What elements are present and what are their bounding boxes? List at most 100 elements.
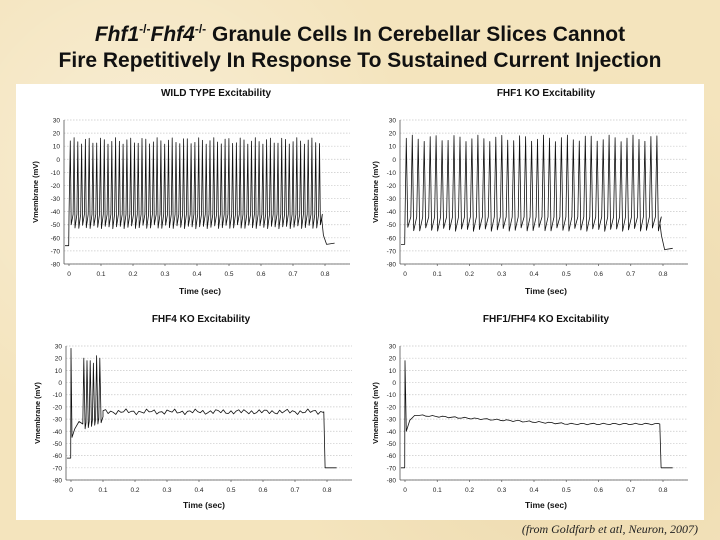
x-tick-label: 0.4 <box>194 487 203 494</box>
y-axis-label: Vmembrane (mV) <box>31 161 40 223</box>
y-tick-label: -60 <box>51 235 61 242</box>
figure-svg: WILD TYPE Excitability 30 20 10 0 -10 -20 -30 -4… <box>31 88 688 510</box>
y-tick-label: -50 <box>387 222 397 229</box>
x-tick-label: 0.2 <box>128 271 137 278</box>
x-tick-label: 0.5 <box>562 487 571 494</box>
y-axis-label: Vmembrane (mV) <box>371 382 380 444</box>
y-tick-label: 10 <box>389 368 397 375</box>
x-tick-label: 0.3 <box>160 271 169 278</box>
y-tick-label: -70 <box>387 465 397 472</box>
x-tick-label: 0.8 <box>322 487 331 494</box>
voltage-trace <box>65 137 335 247</box>
y-axis-label: Vmembrane (mV) <box>371 161 380 223</box>
x-axis-label: Time (sec) <box>183 500 225 510</box>
chart-title: FHF4 KO Excitability <box>152 314 251 325</box>
y-tick-label: 30 <box>55 344 63 351</box>
x-tick-label: 0.1 <box>433 271 442 278</box>
y-tick-label: -40 <box>387 209 397 216</box>
y-tick-label: 10 <box>389 144 397 151</box>
gene-fhf4: Fhf4 <box>150 23 195 46</box>
y-tick-label: -20 <box>387 404 397 411</box>
voltage-trace <box>401 360 673 469</box>
y-tick-label: -70 <box>387 248 397 255</box>
voltage-trace <box>67 348 337 469</box>
x-tick-label: 0.7 <box>288 271 297 278</box>
x-tick-label: 0.3 <box>162 487 171 494</box>
x-tick-label: 0.8 <box>658 271 667 278</box>
y-tick-label: -80 <box>53 478 63 485</box>
y-tick-label: -50 <box>387 441 397 448</box>
x-tick-label: 0.4 <box>192 271 201 278</box>
slide-title: Fhf1-/-Fhf4-/- Granule Cells In Cerebell… <box>0 16 720 74</box>
x-tick-label: 0.2 <box>465 487 474 494</box>
y-tick-label: -40 <box>53 429 63 436</box>
x-tick-label: 0 <box>69 487 73 494</box>
x-tick-label: 0.5 <box>226 487 235 494</box>
x-tick-label: 0.1 <box>96 271 105 278</box>
chart-4: FHF1/FHF4 KO Excitability 30 20 10 0 -10 -20 -3… <box>371 314 688 510</box>
citation: (from Goldfarb et atl, Neuron, 2007) <box>521 522 698 536</box>
y-tick-label: 0 <box>58 380 62 387</box>
x-axis-label: Time (sec) <box>525 286 567 296</box>
y-tick-label: -70 <box>53 465 63 472</box>
figure-panel: WILD TYPE Excitability 30 20 10 0 -10 -20 -30 -4… <box>16 84 704 520</box>
x-tick-label: 0 <box>403 487 407 494</box>
x-tick-label: 0.8 <box>320 271 329 278</box>
x-tick-label: 0.2 <box>465 271 474 278</box>
y-tick-label: 20 <box>55 356 63 363</box>
y-tick-label: 20 <box>53 131 61 138</box>
x-tick-label: 0.4 <box>529 487 538 494</box>
title-line-1-rest: Granule Cells In Cerebellar Slices Canno… <box>206 23 626 46</box>
x-tick-label: 0.7 <box>626 271 635 278</box>
y-tick-label: -10 <box>387 170 397 177</box>
y-tick-label: 20 <box>389 356 397 363</box>
y-tick-label: -60 <box>387 453 397 460</box>
y-tick-label: -20 <box>387 183 397 190</box>
chart-2: FHF1 KO Excitability 30 20 10 0 -10 -20 -30 -40 -… <box>371 88 688 296</box>
y-tick-label: -20 <box>53 404 63 411</box>
y-tick-label: -10 <box>53 392 63 399</box>
title-line-1: Fhf1-/-Fhf4-/- Granule Cells In Cerebell… <box>0 16 720 48</box>
y-tick-label: 20 <box>389 131 397 138</box>
x-tick-label: 0.7 <box>290 487 299 494</box>
y-tick-label: 10 <box>55 368 63 375</box>
y-axis-label: Vmembrane (mV) <box>33 382 42 444</box>
y-tick-label: 30 <box>389 344 397 351</box>
y-tick-label: -30 <box>387 417 397 424</box>
chart-title: FHF1/FHF4 KO Excitability <box>483 314 610 325</box>
x-tick-label: 0.1 <box>98 487 107 494</box>
x-tick-label: 0.3 <box>497 271 506 278</box>
genotype-superscript-1: -/- <box>139 22 151 36</box>
y-tick-label: 30 <box>389 118 397 125</box>
y-tick-label: -10 <box>387 392 397 399</box>
x-tick-label: 0.5 <box>562 271 571 278</box>
y-tick-label: -10 <box>51 170 61 177</box>
chart-title: FHF1 KO Excitability <box>497 88 596 99</box>
y-tick-label: -50 <box>51 222 61 229</box>
y-tick-label: -50 <box>53 441 63 448</box>
y-tick-label: 10 <box>53 144 61 151</box>
y-tick-label: -30 <box>53 417 63 424</box>
x-tick-label: 0.6 <box>594 271 603 278</box>
x-tick-label: 0.6 <box>256 271 265 278</box>
x-tick-label: 0 <box>403 271 407 278</box>
x-axis-label: Time (sec) <box>179 286 221 296</box>
y-tick-label: -80 <box>387 262 397 269</box>
x-tick-label: 0.4 <box>529 271 538 278</box>
x-tick-label: 0.3 <box>497 487 506 494</box>
x-axis-label: Time (sec) <box>525 500 567 510</box>
voltage-trace <box>401 134 673 250</box>
x-tick-label: 0.8 <box>658 487 667 494</box>
y-tick-label: -30 <box>51 196 61 203</box>
x-tick-label: 0.2 <box>130 487 139 494</box>
gene-fhf1: Fhf1 <box>94 23 140 46</box>
y-tick-label: -40 <box>387 429 397 436</box>
y-tick-label: -20 <box>51 183 61 190</box>
y-tick-label: 30 <box>53 118 61 125</box>
y-tick-label: 0 <box>56 157 60 164</box>
y-tick-label: -60 <box>53 453 63 460</box>
y-tick-label: -80 <box>387 478 397 485</box>
x-tick-label: 0 <box>67 271 71 278</box>
y-tick-label: 0 <box>392 157 396 164</box>
x-tick-label: 0.7 <box>626 487 635 494</box>
